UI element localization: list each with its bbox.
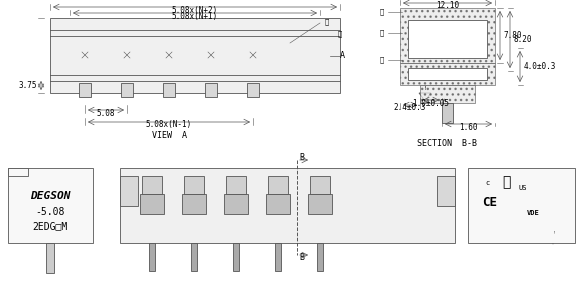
Circle shape [165, 51, 173, 59]
Bar [121, 83, 133, 97]
Text: VDE: VDE [526, 210, 539, 216]
Bar [191, 243, 197, 271]
Bar [247, 83, 259, 97]
Bar [184, 176, 204, 194]
Text: 1.0±0.05: 1.0±0.05 [413, 99, 449, 107]
Bar [163, 83, 175, 97]
Bar [420, 85, 475, 103]
Text: CE: CE [483, 196, 497, 210]
Text: 4.0±0.3: 4.0±0.3 [524, 62, 556, 71]
Text: A: A [340, 52, 345, 60]
Bar [120, 176, 138, 206]
Bar [50, 18, 340, 93]
Bar [79, 83, 91, 97]
Bar [400, 63, 495, 85]
Text: !: ! [423, 87, 427, 92]
Bar [266, 194, 290, 214]
Circle shape [129, 203, 135, 207]
Circle shape [123, 51, 131, 59]
Text: 5.08x(N+2): 5.08x(N+2) [172, 5, 218, 15]
Bar [205, 83, 217, 97]
Bar [408, 20, 487, 58]
Bar [468, 168, 575, 243]
Text: ①: ① [325, 19, 329, 25]
Text: 2.4±0.3: 2.4±0.3 [394, 103, 426, 113]
Bar [149, 243, 155, 271]
Bar [442, 103, 453, 123]
Text: 8.20: 8.20 [514, 35, 532, 44]
Circle shape [441, 203, 445, 207]
Text: 2EDG□M: 2EDG□M [33, 221, 68, 231]
Text: 1.60: 1.60 [459, 123, 477, 131]
Text: ②: ② [380, 30, 384, 36]
Bar [317, 243, 323, 271]
Text: ③: ③ [380, 57, 384, 63]
Bar [268, 176, 288, 194]
Text: B: B [299, 253, 304, 261]
Circle shape [249, 51, 257, 59]
Bar [310, 176, 330, 194]
Text: 12.10: 12.10 [436, 2, 459, 10]
Text: !: ! [552, 231, 554, 235]
Circle shape [58, 53, 62, 57]
Bar [46, 243, 54, 273]
Bar [8, 168, 28, 176]
Circle shape [81, 51, 89, 59]
Bar [437, 176, 455, 206]
Text: SECTION  B-B: SECTION B-B [417, 138, 477, 148]
Text: 3.75: 3.75 [19, 81, 37, 90]
Text: ①: ① [380, 9, 384, 15]
Bar [275, 243, 281, 271]
Bar [142, 176, 162, 194]
Bar [140, 194, 164, 214]
Bar [120, 168, 455, 243]
Text: c: c [486, 180, 490, 186]
Text: US: US [519, 185, 527, 191]
Bar [408, 68, 487, 80]
Bar [8, 168, 93, 243]
Bar [226, 176, 246, 194]
Bar [308, 194, 332, 214]
Text: 5.08x(N-1): 5.08x(N-1) [146, 120, 192, 130]
Bar [224, 194, 248, 214]
Text: B: B [299, 153, 304, 163]
Text: DEGSON: DEGSON [30, 191, 70, 201]
Bar [400, 8, 495, 63]
Text: Ⓡ: Ⓡ [502, 175, 510, 189]
Text: -5.08: -5.08 [36, 207, 65, 217]
Bar [182, 194, 206, 214]
Text: 7.80: 7.80 [504, 31, 522, 40]
Text: VIEW  A: VIEW A [153, 131, 188, 139]
Bar [233, 243, 239, 271]
Text: ②: ② [338, 31, 342, 37]
Circle shape [328, 53, 332, 57]
Text: 5.08x(N+1): 5.08x(N+1) [172, 12, 218, 20]
Circle shape [207, 51, 215, 59]
Text: 5.08: 5.08 [97, 109, 115, 117]
